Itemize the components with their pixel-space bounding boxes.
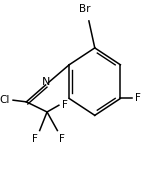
- Text: F: F: [62, 100, 68, 110]
- Text: Cl: Cl: [0, 95, 10, 105]
- Text: F: F: [32, 134, 38, 144]
- Text: N: N: [41, 77, 50, 87]
- Text: Br: Br: [79, 4, 90, 14]
- Text: F: F: [59, 134, 65, 144]
- Text: F: F: [135, 94, 141, 104]
